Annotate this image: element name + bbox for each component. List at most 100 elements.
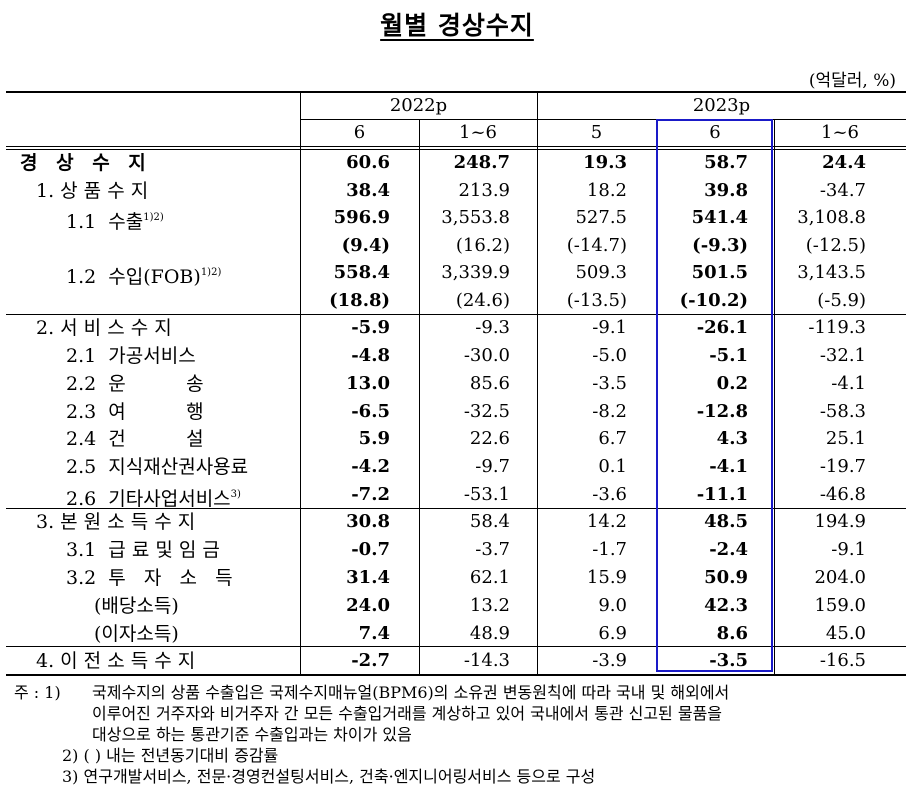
table-cell: -26.1 <box>696 317 748 338</box>
table-cell: -11.1 <box>696 484 748 505</box>
table-cell: 24.0 <box>346 595 390 616</box>
col-divider-year <box>537 93 538 675</box>
table-cell: (-12.5) <box>805 235 866 256</box>
table-cell: -32.5 <box>463 401 510 422</box>
table-cell: 194.9 <box>814 511 866 532</box>
table-cell: 58.4 <box>469 511 510 532</box>
table-cell: 25.1 <box>825 428 866 449</box>
table-cell: 501.5 <box>691 262 748 283</box>
table-row: (배당소득) 24.0 13.2 9.0 42.3 159.0 <box>6 592 906 620</box>
table-cell: 22.6 <box>469 428 510 449</box>
row-label-text: 3.1 급 료 및 임 금 <box>66 539 220 561</box>
footnote-marker: 1)2) <box>200 267 222 278</box>
table-row: 3. 본 원 소 득 수 지 30.8 58.4 14.2 48.5 194.9 <box>6 508 906 536</box>
table-cell: 509.3 <box>575 262 627 283</box>
table-cell: 60.6 <box>346 152 390 173</box>
col-divider-2 <box>419 120 420 675</box>
row-label: 2.6 기타사업서비스3) <box>66 481 241 510</box>
table-row: 경 상 수 지 60.6 248.7 19.3 58.7 24.4 <box>6 149 906 177</box>
table-cell: 58.7 <box>704 152 748 173</box>
table-cell: -9.7 <box>475 456 510 477</box>
table-cell: -46.8 <box>819 484 866 505</box>
table-cell: 0.2 <box>716 373 748 394</box>
top-rule <box>6 91 906 93</box>
row-label: 3. 본 원 소 득 수 지 <box>36 508 195 536</box>
table-cell: -19.7 <box>819 456 866 477</box>
footnote-prefix: 주 : 1) <box>14 683 61 702</box>
table-row: 2.6 기타사업서비스3) -7.2 -53.1 -3.6 -11.1 -46.8 <box>6 481 906 510</box>
header-col-3: 5 <box>590 122 603 143</box>
table-row: 3.2 투 자 소 득 31.4 62.1 15.9 50.9 204.0 <box>6 564 906 592</box>
table-cell: -3.5 <box>592 373 627 394</box>
table-cell: 6.7 <box>598 428 627 449</box>
row-label: (이자소득) <box>94 620 179 648</box>
table-cell: (16.2) <box>455 235 510 256</box>
table-cell: -3.5 <box>709 650 748 671</box>
table-row: 2.2 운 송 13.0 85.6 -3.5 0.2 -4.1 <box>6 370 906 398</box>
row-label: 2.5 지식재산권사용료 <box>66 453 248 481</box>
table-row: 2.4 건 설 5.9 22.6 6.7 4.3 25.1 <box>6 425 906 453</box>
table-cell: 3,339.9 <box>441 262 510 283</box>
row-label: 3.2 투 자 소 득 <box>66 564 233 592</box>
footnote-1-line-3: 대상으로 하는 통관기준 수출입과는 차이가 있음 <box>92 725 412 744</box>
table-cell: 19.3 <box>583 152 627 173</box>
row-label: 1. 상 품 수 지 <box>36 177 148 205</box>
row-label-text: 1. 상 품 수 지 <box>36 180 149 202</box>
col-divider-5 <box>774 120 775 675</box>
header-2022: 2022p <box>389 95 448 116</box>
row-label-text: 2.6 기타사업서비스 <box>66 488 231 510</box>
row-label-text: 2. 서 비 스 수 지 <box>36 317 172 339</box>
table-cell: -58.3 <box>819 401 866 422</box>
table-cell: 5.9 <box>358 428 390 449</box>
table-cell: 541.4 <box>691 207 748 228</box>
table-cell: (9.4) <box>341 235 390 256</box>
table-cell: -3.6 <box>592 484 627 505</box>
col-divider-label <box>300 93 301 675</box>
table-row: 2. 서 비 스 수 지 -5.9 -9.3 -9.1 -26.1 -119.3 <box>6 314 906 342</box>
row-label-text: 경 상 수 지 <box>20 152 152 174</box>
table-cell: 39.8 <box>704 180 748 201</box>
table-cell: 13.2 <box>469 595 510 616</box>
table-cell: 50.9 <box>704 567 748 588</box>
row-label: (배당소득) <box>94 592 179 620</box>
row-label-text: (배당소득) <box>94 595 179 617</box>
row-label-text: 2.1 가공서비스 <box>66 345 196 367</box>
table-cell: -9.3 <box>475 317 510 338</box>
header-rule <box>6 146 906 147</box>
table-cell: (24.6) <box>455 290 510 311</box>
table-cell: -9.1 <box>831 539 866 560</box>
table-cell: -5.1 <box>709 345 748 366</box>
table-cell: 31.4 <box>346 567 390 588</box>
row-label-text: 3.2 투 자 소 득 <box>66 567 233 589</box>
table-cell: 62.1 <box>469 567 510 588</box>
table-cell: (-14.7) <box>566 235 627 256</box>
row-label: 2.4 건 설 <box>66 425 204 453</box>
row-label: 3.1 급 료 및 임 금 <box>66 536 220 564</box>
table-cell: 6.9 <box>598 623 627 644</box>
table-row: 2.3 여 행 -6.5 -32.5 -8.2 -12.8 -58.3 <box>6 398 906 426</box>
header-col-1: 6 <box>353 122 366 143</box>
table-cell: -5.9 <box>351 317 390 338</box>
table-cell: 204.0 <box>814 567 866 588</box>
table-cell: -12.8 <box>696 401 748 422</box>
table-cell: 30.8 <box>346 511 390 532</box>
highlight-box-2023-june <box>656 119 773 672</box>
table-cell: -0.7 <box>351 539 390 560</box>
table-cell: 248.7 <box>453 152 510 173</box>
year-rule <box>300 119 906 120</box>
row-label-text: 3. 본 원 소 득 수 지 <box>36 511 196 533</box>
table-row: 1.1 수출1)2) 596.9 3,553.8 527.5 541.4 3,108.8 <box>6 204 906 233</box>
row-label-text: 2.2 운 송 <box>66 373 204 395</box>
table-cell: -3.7 <box>475 539 510 560</box>
table-cell: -2.7 <box>351 650 390 671</box>
table-cell: -8.2 <box>592 401 627 422</box>
table-cell: 18.2 <box>586 180 627 201</box>
table-cell: 213.9 <box>458 180 510 201</box>
section-rule-2 <box>6 508 906 509</box>
table-cell: 13.0 <box>346 373 390 394</box>
row-label: 2.3 여 행 <box>66 398 204 426</box>
table-cell: 45.0 <box>825 623 866 644</box>
row-label-text: 2.5 지식재산권사용료 <box>66 456 249 478</box>
row-label: 2. 서 비 스 수 지 <box>36 314 172 342</box>
table-cell: 38.4 <box>346 180 390 201</box>
